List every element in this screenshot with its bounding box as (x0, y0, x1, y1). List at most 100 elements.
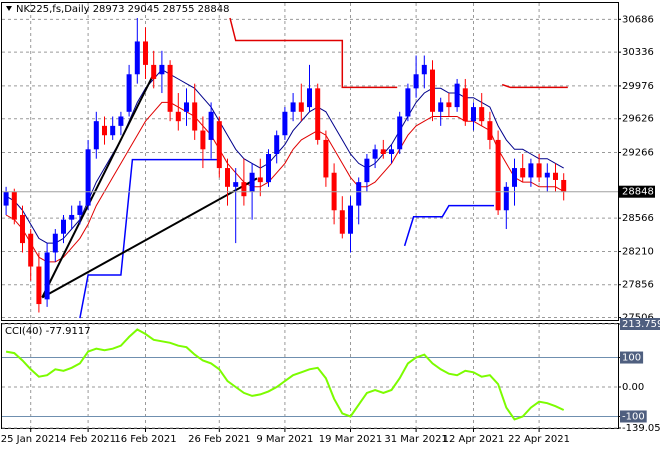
candle-body (20, 214, 25, 244)
candle-body (257, 177, 263, 183)
candle-body (233, 182, 239, 187)
candle-body (430, 69, 435, 112)
candle-body (52, 233, 58, 253)
indicator-line (41, 177, 258, 299)
last-price-label: 28848 (622, 187, 654, 198)
candle-body (282, 111, 288, 136)
indicator-line (41, 76, 153, 298)
main-pane-frame (1, 2, 619, 321)
candle-body (44, 252, 50, 300)
candle-body (200, 130, 206, 150)
candle-body (520, 168, 526, 178)
candle-body (11, 191, 17, 220)
y-tick-label: 29266 (622, 147, 654, 158)
candle-body (438, 102, 444, 112)
indicator-line (229, 17, 398, 89)
candle-body (561, 179, 567, 192)
indicator-line (79, 158, 221, 319)
candle-body (241, 182, 247, 197)
candle-body (553, 172, 558, 180)
candle-body (544, 172, 550, 178)
candle-body (446, 102, 452, 108)
candle-body (536, 163, 542, 178)
candle-body (479, 107, 485, 122)
x-tick-label: 12 Apr 2021 (443, 434, 505, 445)
candle-body (405, 88, 411, 117)
candle-body (159, 64, 165, 75)
y-tick-label: 29976 (622, 81, 654, 92)
candle-body (339, 210, 345, 234)
candle-body (225, 168, 230, 187)
candle-body (184, 102, 189, 112)
y-tick-label: 0.00 (622, 382, 644, 393)
candle-body (315, 88, 321, 140)
candle-body (372, 149, 378, 159)
x-tick-label: 16 Feb 2021 (114, 434, 176, 445)
y-tick-label: 28210 (622, 247, 654, 258)
x-tick-label: 22 Apr 2021 (508, 434, 570, 445)
indicator-line (403, 204, 494, 247)
candle-body (397, 116, 403, 150)
chart-title: NK225,fs,Daily 28973 29045 28755 28848 (16, 4, 229, 15)
y-tick-label: 213.7595 (622, 319, 660, 330)
candle-body (528, 163, 534, 178)
candle-body (348, 205, 353, 234)
candle-body (77, 205, 83, 215)
y-tick-label: 29626 (622, 114, 654, 125)
candle-body (495, 139, 501, 211)
moving-average (5, 68, 564, 244)
y-tick-box (620, 318, 660, 330)
candle-body (151, 64, 157, 79)
candle-body (102, 125, 107, 136)
indicator-line (501, 83, 568, 89)
candle-body (266, 153, 271, 183)
candle-body (167, 64, 173, 112)
y-tick-label: 100 (622, 353, 641, 364)
candle-body (110, 125, 116, 136)
candle-body (143, 41, 148, 65)
candle-body (61, 219, 66, 234)
cci-title: CCI(40) -77.9117 (5, 326, 91, 337)
candle-body (389, 149, 394, 154)
y-tick-label: 30336 (622, 47, 654, 58)
x-tick-label: 4 Feb 2021 (60, 434, 116, 445)
x-tick-label: 25 Jan 2021 (1, 434, 61, 445)
y-tick-label: 27856 (622, 280, 654, 291)
candle-body (487, 121, 493, 140)
candle-body (175, 111, 181, 122)
cci-line (5, 328, 565, 421)
x-tick-label: 26 Feb 2021 (188, 434, 250, 445)
candle-body (364, 158, 370, 183)
last-price-box (619, 185, 655, 198)
candle-body (512, 168, 517, 187)
candle-body (249, 172, 255, 192)
candle-body (471, 107, 476, 122)
candle-body (28, 233, 34, 267)
candle-body (93, 121, 99, 150)
y-tick-label: 28566 (622, 213, 654, 224)
candle-body (290, 102, 296, 112)
candle-body (36, 266, 42, 305)
candle-body (380, 149, 386, 154)
candle-body (421, 64, 427, 75)
x-tick-label: 19 Mar 2021 (319, 434, 382, 445)
candle-body (216, 121, 222, 169)
candle-body (298, 102, 304, 112)
candle-body (323, 139, 329, 178)
candle-body (192, 102, 198, 131)
candle-body (356, 182, 362, 206)
candle-body (274, 135, 280, 154)
y-tick-label: -139.057 (622, 423, 660, 434)
candle-body (208, 111, 214, 140)
candle-body (85, 149, 91, 206)
candle-body (134, 41, 140, 75)
candle-body (3, 191, 9, 206)
moving-average (5, 101, 564, 263)
x-tick-label: 31 Mar 2021 (384, 434, 447, 445)
y-tick-label: -100 (622, 411, 645, 422)
y-tick-box (620, 351, 644, 364)
y-tick-box (620, 410, 647, 423)
